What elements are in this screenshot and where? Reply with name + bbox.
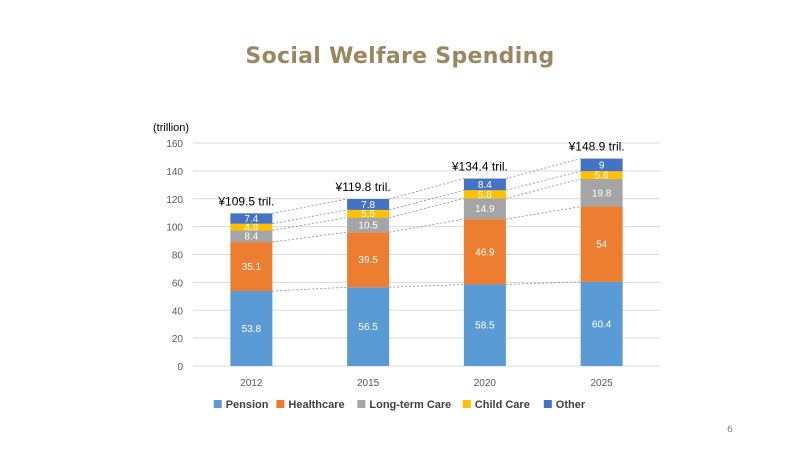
bar-segment-healthcare xyxy=(347,232,390,288)
bar-value-label: 4.8 xyxy=(244,223,258,234)
legend-swatch-other xyxy=(543,400,552,408)
bar-segment-child-care xyxy=(463,190,506,199)
bar-segment-other xyxy=(580,158,623,172)
y-tick-label: 60 xyxy=(172,278,184,289)
bar-total-label: ¥119.8 tril. xyxy=(335,180,391,194)
bar-segment-pension xyxy=(463,284,506,366)
bar-segment-pension xyxy=(580,281,623,366)
y-axis-unit-label: (trillion) xyxy=(153,122,189,134)
x-tick-label: 2015 xyxy=(357,378,380,389)
y-tick-label: 160 xyxy=(166,139,183,150)
bar-segment-long-term-care xyxy=(347,217,390,233)
legend-label: Other xyxy=(556,399,586,411)
y-tick-label: 40 xyxy=(172,306,184,317)
bar-value-label: 5.5 xyxy=(361,209,375,220)
bar-value-label: 60.4 xyxy=(592,319,612,330)
bar-total-label: ¥134.4 tril. xyxy=(451,160,508,174)
bar-value-label: 53.8 xyxy=(242,324,262,335)
y-tick-label: 0 xyxy=(177,362,183,373)
bar-value-label: 35.1 xyxy=(242,262,262,273)
slide-title: Social Welfare Spending xyxy=(245,44,555,69)
bar-segment-long-term-care xyxy=(230,230,273,243)
bar-value-label: 56.5 xyxy=(358,322,378,333)
series-connector-line xyxy=(505,158,581,179)
bar-value-label: 19.8 xyxy=(592,188,612,199)
x-tick-label: 2025 xyxy=(591,378,614,389)
legend-label: Healthcare xyxy=(288,399,344,411)
bar-value-label: 9 xyxy=(599,160,605,171)
bar-segment-healthcare xyxy=(580,206,623,282)
series-connector-line xyxy=(505,170,581,191)
bar-segment-healthcare xyxy=(463,219,506,285)
bar-segment-other xyxy=(463,178,506,191)
y-tick-label: 80 xyxy=(172,251,184,262)
bar-value-label: 7.8 xyxy=(361,200,375,211)
y-tick-label: 140 xyxy=(166,167,183,178)
bar-segment-child-care xyxy=(347,209,390,218)
series-connector-line xyxy=(272,217,348,231)
bar-value-label: 5.6 xyxy=(595,171,609,182)
bar-segment-pension xyxy=(230,291,273,366)
bar-segment-pension xyxy=(347,287,390,366)
bar-segment-other xyxy=(347,199,390,210)
series-connector-line xyxy=(389,197,464,218)
y-tick-label: 120 xyxy=(166,195,183,206)
bar-segment-other xyxy=(230,213,273,224)
series-connector-line xyxy=(272,286,348,292)
bar-segment-healthcare xyxy=(230,242,273,292)
x-tick-label: 2012 xyxy=(240,378,263,389)
series-connector-line xyxy=(505,206,581,220)
series-connector-line xyxy=(272,231,348,243)
series-connector-line xyxy=(389,189,464,211)
bar-value-label: 8.4 xyxy=(244,232,258,243)
y-tick-label: 100 xyxy=(166,223,183,234)
series-connector-line xyxy=(389,218,464,233)
bar-total-label: ¥109.5 tril. xyxy=(217,194,274,208)
bar-segment-long-term-care xyxy=(463,198,506,220)
legend-swatch-pension xyxy=(213,400,222,408)
bar-value-label: 54 xyxy=(596,240,608,251)
series-connector-line xyxy=(272,209,348,225)
page-number: 6 xyxy=(727,425,733,435)
series-connector-line xyxy=(505,178,581,199)
legend-swatch-child-care xyxy=(462,400,471,408)
bar-value-label: 10.5 xyxy=(358,220,378,231)
bar-segment-child-care xyxy=(230,223,273,231)
bar-value-label: 5.8 xyxy=(478,190,492,201)
bar-value-label: 7.4 xyxy=(244,214,258,225)
series-connector-line xyxy=(272,198,348,214)
legend-swatch-long-term-care xyxy=(357,400,366,408)
series-connector-line xyxy=(389,178,464,200)
legend-label: Child Care xyxy=(475,399,530,411)
series-connector-line xyxy=(389,284,464,288)
x-tick-label: 2020 xyxy=(474,378,497,389)
legend-label: Long-term Care xyxy=(369,399,451,411)
bar-value-label: 39.5 xyxy=(358,255,378,266)
bar-value-label: 46.9 xyxy=(475,247,495,258)
bar-total-label: ¥148.9 tril. xyxy=(568,140,625,154)
legend-swatch-healthcare xyxy=(276,400,285,408)
bar-value-label: 58.5 xyxy=(475,321,495,332)
bar-value-label: 8.4 xyxy=(478,180,492,191)
series-connector-line xyxy=(505,281,581,285)
y-tick-label: 20 xyxy=(172,334,184,345)
legend-label: Pension xyxy=(226,399,269,411)
bar-segment-long-term-care xyxy=(580,178,623,207)
bar-segment-child-care xyxy=(580,171,623,179)
bar-value-label: 14.9 xyxy=(475,204,495,215)
